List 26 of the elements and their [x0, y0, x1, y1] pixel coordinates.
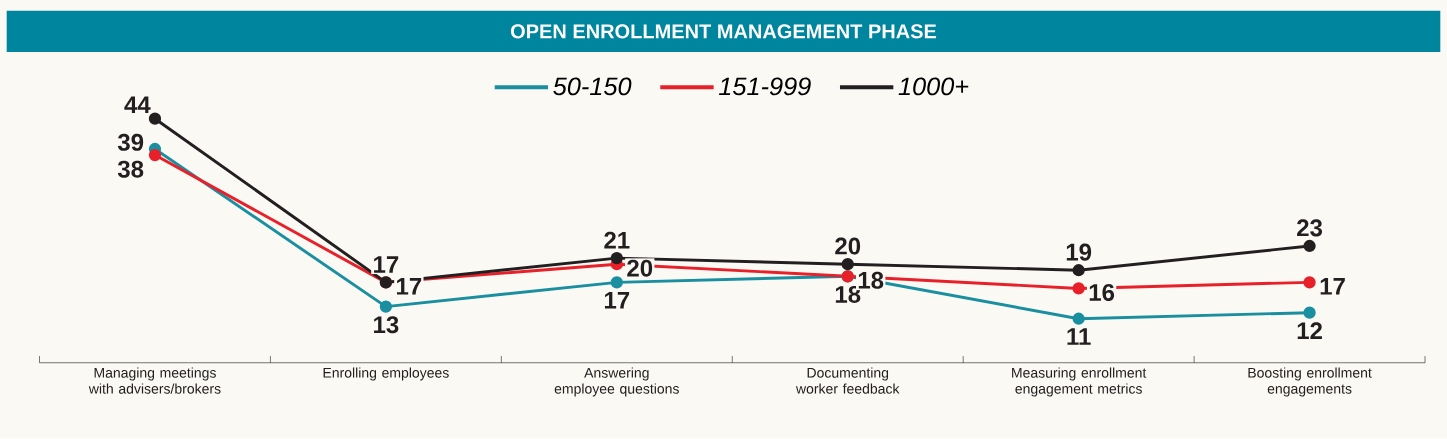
x-tick-label: Enrolling employees: [323, 367, 449, 381]
chart-title: OPEN ENROLLMENT MANAGEMENT PHASE: [510, 24, 937, 39]
data-label: 11: [1067, 328, 1091, 345]
data-label: 38: [117, 160, 144, 178]
data-label: 20: [835, 237, 861, 255]
data-label: 44: [124, 96, 151, 114]
data-label: 17: [396, 278, 422, 295]
data-label: 23: [1297, 219, 1323, 237]
data-label: 20: [627, 259, 653, 277]
data-label: 39: [117, 133, 144, 151]
data-label: 13: [374, 316, 399, 334]
data-label: 19: [1066, 243, 1092, 261]
legend-label: 151-999: [718, 77, 811, 96]
data-label: 21: [604, 231, 630, 249]
x-tick-label: Documenting worker feedback: [795, 367, 900, 394]
data-label: 16: [1089, 284, 1115, 302]
legend-label: 50-150: [553, 77, 632, 96]
data-label: 17: [374, 256, 399, 273]
data-label: 17: [604, 292, 630, 309]
legend-label: 1000+: [898, 77, 969, 96]
x-tick-label: Measuring enrollment engagement metrics: [1012, 367, 1147, 397]
x-tick-label: Answering employee questions: [554, 367, 679, 397]
data-label: 17: [1320, 278, 1345, 295]
x-tick-label: Boosting enrollment engagements: [1248, 367, 1372, 397]
data-label: 12: [1297, 322, 1322, 340]
x-tick-label: Managing meetings with advisers/brokers: [88, 367, 221, 394]
